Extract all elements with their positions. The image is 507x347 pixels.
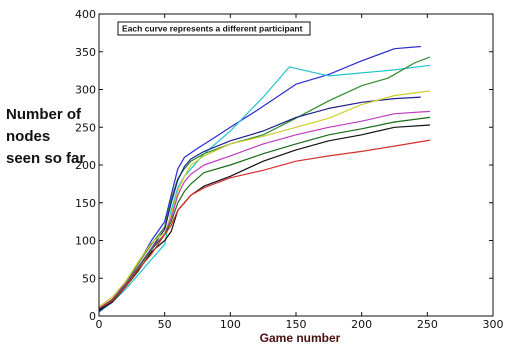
series-line-2 bbox=[98, 64, 431, 313]
y-tick-label: 150 bbox=[75, 197, 96, 210]
x-tick-label: 250 bbox=[417, 318, 438, 331]
ticks-layer: 0 50 100 150 200 250 300 0 50 100 150 200 250 300 350 4… bbox=[75, 8, 504, 331]
y-tick-label: 350 bbox=[75, 46, 96, 59]
series-line-4 bbox=[98, 96, 421, 312]
x-tick-label: 200 bbox=[351, 318, 372, 331]
y-tick-label: 400 bbox=[75, 8, 96, 21]
series-line-7 bbox=[98, 116, 431, 310]
y-tick-label: 300 bbox=[75, 84, 96, 97]
x-tick-label: 50 bbox=[158, 318, 172, 331]
plot-frame bbox=[98, 13, 494, 317]
x-tick-label: 300 bbox=[483, 318, 504, 331]
annotation-box: Each curve represents a different partic… bbox=[117, 21, 311, 36]
x-axis-label: Game number bbox=[259, 331, 341, 345]
series-line-6 bbox=[98, 110, 431, 309]
y-tick-label: 0 bbox=[89, 310, 96, 323]
series-line-3 bbox=[98, 56, 431, 309]
y-tick-label: 250 bbox=[75, 121, 96, 134]
annotation-text: Each curve represents a different partic… bbox=[122, 24, 303, 34]
series-line-1 bbox=[98, 45, 421, 311]
y-axis-label: Number of nodes seen so far bbox=[6, 106, 86, 167]
x-tick-label: 150 bbox=[286, 318, 307, 331]
y-tick-label: 50 bbox=[82, 272, 96, 285]
y-tick-label: 100 bbox=[75, 235, 96, 248]
series-line-9 bbox=[98, 139, 431, 309]
y-tick-label: 200 bbox=[75, 159, 96, 172]
series-layer bbox=[98, 45, 431, 313]
series-line-5 bbox=[98, 90, 431, 308]
x-tick-label: 0 bbox=[96, 318, 103, 331]
x-tick-label: 100 bbox=[220, 318, 241, 331]
